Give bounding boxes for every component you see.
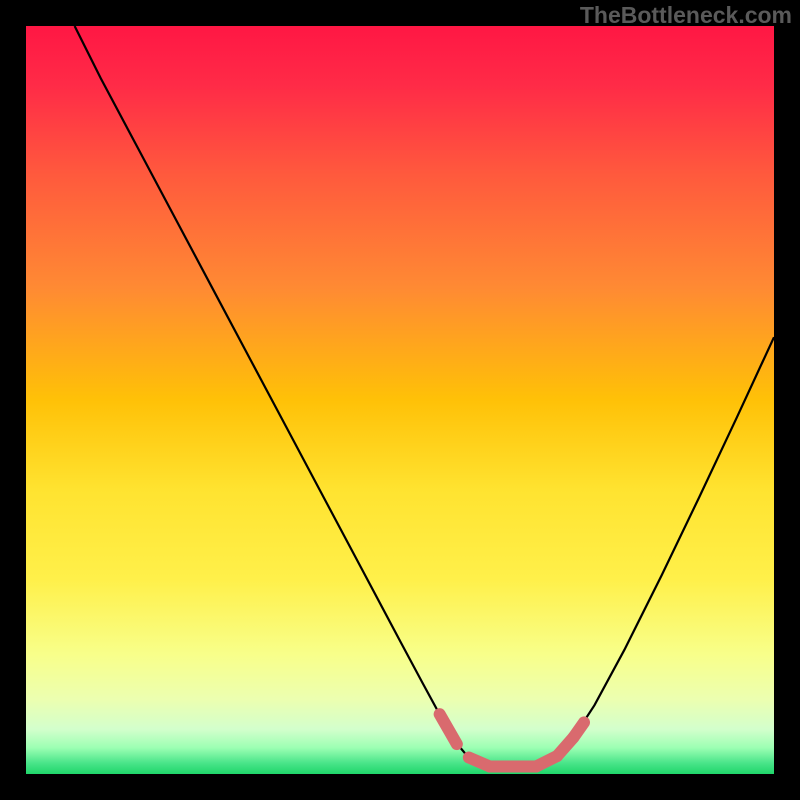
chart-svg — [26, 26, 774, 774]
chart-frame: TheBottleneck.com — [0, 0, 800, 800]
gradient-background — [26, 26, 774, 774]
plot-area — [26, 26, 774, 774]
watermark-text: TheBottleneck.com — [580, 2, 792, 29]
